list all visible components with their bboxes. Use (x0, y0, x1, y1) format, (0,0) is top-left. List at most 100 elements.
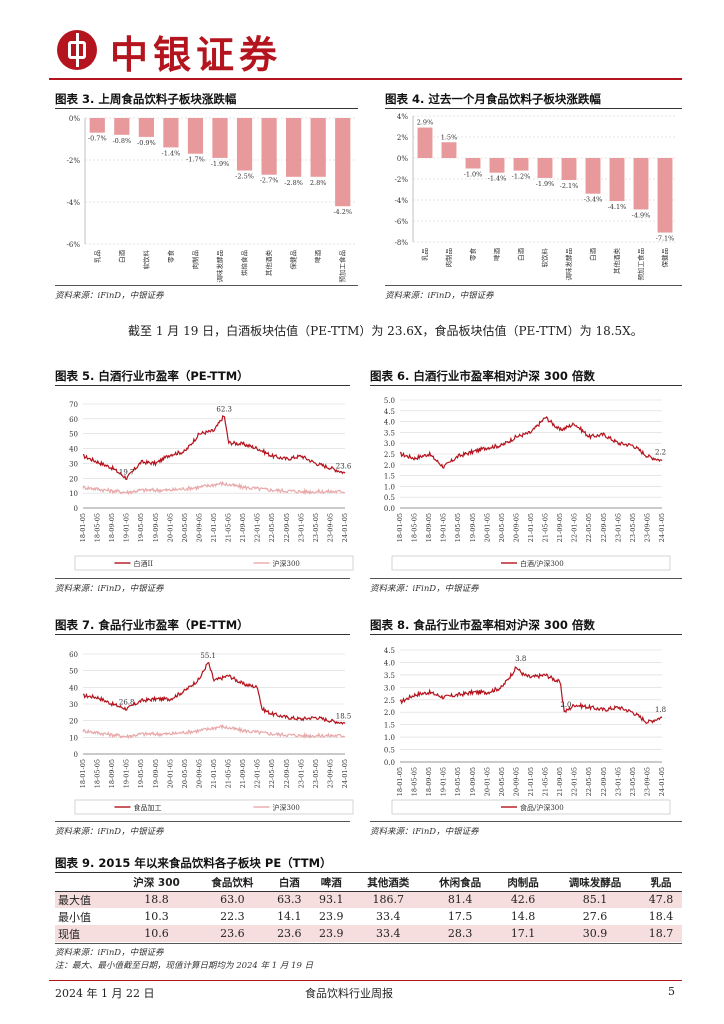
y-tick-label: 3.5 (384, 672, 395, 680)
table-cell: 最小值 (58, 910, 91, 924)
x-tick-label: 19-05-05 (454, 767, 462, 796)
series-line (83, 661, 346, 725)
fig9-note: 注：最大、最小值截至日期，现值计算日期均为 2024 年 1 月 19 日 (55, 961, 314, 971)
fig8-source: 资料来源：iFinD，中银证券 (370, 827, 479, 837)
x-tick-label: 软饮料 (141, 250, 150, 270)
fig3-title: 图表 3. 上周食品饮料子板块涨跌幅 (55, 92, 237, 106)
x-tick-label: 22-05-05 (268, 759, 276, 788)
footer-title: 食品饮料行业周报 (305, 987, 393, 1000)
table-cell: 23.6 (277, 927, 302, 940)
x-tick-label: 20-05-05 (498, 513, 506, 542)
bar (657, 158, 673, 233)
bar (417, 127, 433, 158)
fig9-title: 图表 9. 2015 年以来食品饮料各子板块 PE（TTM） (55, 856, 332, 870)
x-tick-label: 23-01-05 (614, 513, 622, 542)
y-tick-label: 1.5 (384, 473, 395, 481)
table-cell: 33.4 (375, 927, 401, 940)
bar (609, 158, 625, 202)
x-tick-label: 预加工食品 (338, 250, 347, 283)
data-label: -2.1% (560, 182, 579, 190)
table-column-header (55, 874, 117, 892)
y-tick-label: 4.5 (384, 408, 395, 416)
x-tick-label: 19-09-05 (469, 513, 477, 542)
x-tick-label: 20-09-05 (512, 767, 520, 796)
fig7-title: 图表 7. 食品行业市盈率（PE-TTM） (55, 618, 249, 632)
data-label: -0.7% (88, 135, 107, 143)
y-tick-label: 60 (69, 651, 78, 659)
table-column-header: 白酒 (268, 874, 311, 892)
x-tick-label: 调味发酵品 (215, 250, 224, 283)
y-tick-label: 3.0 (384, 440, 395, 448)
x-tick-label: 19-09-05 (469, 767, 477, 796)
table-cell: 现值 (58, 927, 80, 941)
x-tick-label: 19-01-05 (440, 767, 448, 796)
data-label: -2.8% (284, 179, 303, 187)
y-tick-label: 4.5 (384, 647, 395, 655)
y-tick-label: 0.5 (384, 747, 395, 755)
bar (465, 158, 481, 169)
x-tick-label: 乳品 (92, 250, 101, 263)
y-tick-label: 0.0 (384, 759, 395, 767)
x-tick-label: 18-01-05 (79, 759, 87, 788)
fig8-bottom-rule (370, 821, 682, 822)
bar (138, 118, 154, 137)
data-label: -2.7% (260, 177, 279, 185)
x-tick-label: 20-05-05 (498, 767, 506, 796)
x-tick-label: 预加工食品 (636, 248, 645, 281)
y-tick-label: -8% (395, 239, 409, 247)
series-line (399, 416, 663, 469)
x-tick-label: 24-01-05 (658, 513, 666, 542)
annotation-label: 23.6 (336, 462, 352, 470)
x-tick-label: 23-01-05 (297, 513, 305, 542)
y-tick-label: 50 (69, 431, 78, 439)
table-cell: 27.6 (582, 910, 608, 923)
table-cell: 17.5 (447, 910, 473, 923)
fig5-chart: 70 60 50 40 30 20 10 018-01-05 18-05-05 18-09-05 1… (69, 401, 354, 571)
y-tick-label: 2.5 (384, 451, 395, 459)
y-tick-label: 50 (69, 668, 78, 676)
fig6-bottom-rule (370, 578, 682, 579)
x-tick-label: 其他酒类 (612, 248, 621, 275)
annotation-label: 2.2 (655, 448, 666, 456)
x-tick-label: 零食 (468, 248, 477, 262)
fig5-top-rule (55, 385, 350, 386)
y-tick-label: 10 (69, 490, 78, 498)
y-tick-label: 4.0 (384, 659, 395, 667)
x-tick-label: 啤酒 (313, 250, 322, 264)
fig8-chart: 4.5 4.0 3.5 3.0 2.5 2.0 1.5 1.0 0.5 0.018-01-05 18… (384, 647, 671, 815)
y-tick-label: 0.5 (384, 494, 395, 502)
x-tick-label: 22-09-05 (600, 767, 608, 796)
x-tick-label: 23-05-05 (629, 767, 637, 796)
annotation-label: 55.1 (200, 652, 216, 660)
legend (74, 555, 354, 571)
y-tick-label: -2% (67, 157, 81, 165)
x-tick-label: 23-01-05 (614, 767, 622, 796)
fig8-title: 图表 8. 食品行业市盈率相对沪深 300 倍数 (370, 618, 595, 632)
x-tick-label: 18-05-05 (411, 513, 419, 542)
x-tick-label: 21-01-05 (527, 767, 535, 796)
x-tick-label: 保健品 (660, 248, 669, 268)
table-cell: 18.4 (648, 910, 674, 923)
table-cell: 186.7 (372, 893, 404, 907)
x-tick-label: 22-01-05 (571, 767, 579, 796)
x-tick-label: 18-01-05 (396, 513, 404, 542)
y-tick-label: 20 (69, 718, 78, 726)
x-tick-label: 18-01-05 (79, 513, 87, 542)
x-tick-label: 肉制品 (190, 250, 199, 270)
x-tick-label: 白酒 (516, 248, 525, 262)
y-tick-label: 1.0 (384, 483, 395, 491)
table-cell: 23.9 (319, 927, 344, 940)
bar (537, 158, 553, 178)
x-tick-label: 20-01-05 (483, 513, 491, 542)
x-tick-label: 啤酒 (492, 248, 501, 262)
x-tick-label: 23-05-05 (312, 759, 320, 788)
data-label: -1.9% (536, 180, 555, 188)
bar (585, 158, 601, 194)
table-cell: 93.1 (319, 893, 344, 907)
data-label: 2.9% (417, 119, 434, 127)
legend (391, 555, 671, 571)
y-tick-label: -6% (67, 241, 81, 249)
x-tick-label: 22-01-05 (254, 513, 262, 542)
x-tick-label: 19-05-05 (454, 513, 462, 542)
x-tick-label: 20-09-05 (195, 513, 203, 542)
